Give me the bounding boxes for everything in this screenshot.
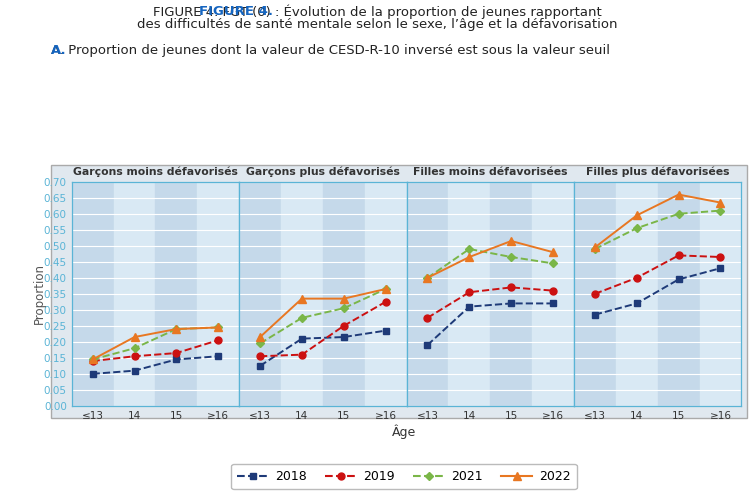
Bar (616, 182, 658, 406)
Bar (532, 182, 574, 406)
Y-axis label: Proportion: Proportion (33, 263, 46, 324)
Bar (658, 182, 700, 406)
Text: A. Proportion de jeunes dont la valeur de CESD-R-10 inversé est sous la valeur s: A. Proportion de jeunes dont la valeur d… (51, 44, 610, 57)
Legend: 2018, 2019, 2021, 2022: 2018, 2019, 2021, 2022 (231, 464, 577, 489)
Title: Garçons moins défavorisés: Garçons moins défavorisés (73, 166, 238, 177)
Bar (113, 182, 156, 406)
Bar (490, 182, 532, 406)
Title: Filles moins défavorisées: Filles moins défavorisées (413, 167, 568, 177)
Bar (197, 182, 239, 406)
Text: A.: A. (51, 44, 67, 57)
Bar (323, 182, 365, 406)
Title: Filles plus défavorisées: Filles plus défavorisées (586, 166, 729, 177)
Bar (239, 182, 281, 406)
Text: Âge: Âge (392, 424, 416, 439)
Text: des difficultés de santé mentale selon le sexe, l’âge et la défavorisation: des difficultés de santé mentale selon l… (137, 18, 618, 31)
Bar (156, 182, 197, 406)
Bar (574, 182, 616, 406)
Bar (700, 182, 741, 406)
Bar (72, 182, 113, 406)
Bar (406, 182, 448, 406)
Title: Garçons plus défavorisés: Garçons plus défavorisés (246, 166, 400, 177)
Bar (448, 182, 490, 406)
Text: FIGURE 4. FGT (0) : Évolution de la proportion de jeunes rapportant: FIGURE 4. FGT (0) : Évolution de la prop… (153, 5, 602, 19)
Bar (365, 182, 407, 406)
Bar (281, 182, 323, 406)
Text: FIGURE 4.: FIGURE 4. (199, 5, 273, 18)
